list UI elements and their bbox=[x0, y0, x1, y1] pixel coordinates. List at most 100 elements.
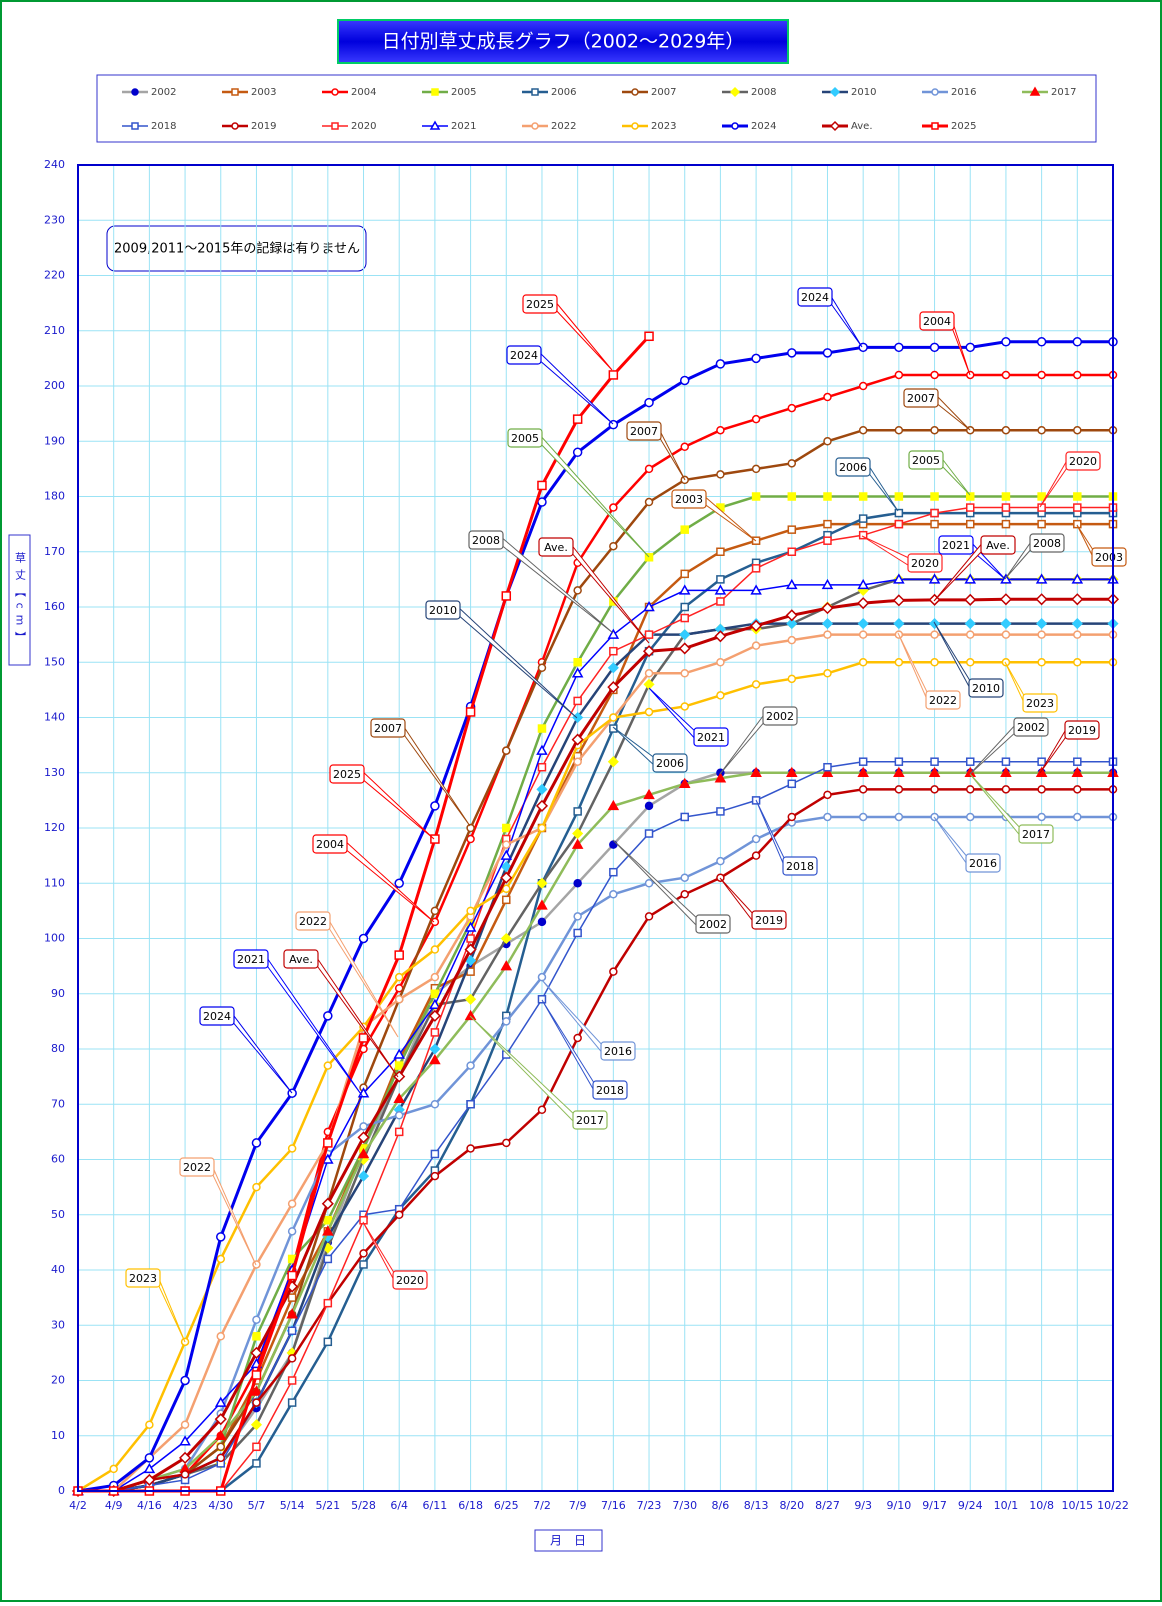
marker bbox=[751, 851, 761, 860]
marker bbox=[857, 597, 870, 610]
marker bbox=[216, 1232, 226, 1242]
legend-label: 2022 bbox=[551, 121, 576, 132]
marker bbox=[430, 989, 440, 998]
callout-label: 2007 bbox=[374, 722, 402, 735]
y-tick-label: 0 bbox=[58, 1484, 65, 1497]
marker bbox=[231, 122, 239, 130]
marker bbox=[931, 88, 939, 96]
y-tick-label: 180 bbox=[44, 490, 65, 503]
callout-box bbox=[506, 345, 542, 365]
marker bbox=[502, 884, 511, 894]
marker bbox=[858, 785, 868, 794]
marker bbox=[429, 1054, 441, 1065]
marker bbox=[823, 812, 832, 822]
marker bbox=[893, 573, 905, 584]
marker bbox=[1000, 573, 1012, 584]
marker bbox=[1035, 593, 1048, 606]
callout-box bbox=[797, 287, 833, 307]
x-tick-label: 5/21 bbox=[315, 1499, 340, 1512]
marker bbox=[714, 584, 727, 595]
marker bbox=[535, 799, 549, 812]
callout-box bbox=[1091, 547, 1127, 567]
callout-label: 2002 bbox=[1017, 721, 1045, 734]
marker bbox=[359, 1122, 368, 1131]
series-line bbox=[78, 495, 1113, 1493]
marker bbox=[680, 442, 689, 452]
marker bbox=[893, 766, 905, 777]
marker bbox=[965, 370, 975, 380]
marker bbox=[573, 1033, 582, 1043]
y-tick-label: 140 bbox=[44, 711, 65, 724]
marker bbox=[822, 348, 833, 358]
marker bbox=[930, 425, 939, 435]
y-tick-label: 160 bbox=[44, 600, 65, 613]
marker bbox=[787, 459, 797, 468]
marker bbox=[1001, 630, 1011, 639]
callout-label: 2019 bbox=[755, 914, 783, 927]
marker bbox=[892, 594, 905, 607]
marker bbox=[829, 86, 841, 98]
marker bbox=[573, 807, 582, 816]
legend-label: 2002 bbox=[151, 87, 176, 98]
marker bbox=[531, 122, 539, 130]
marker bbox=[465, 707, 476, 717]
marker bbox=[858, 425, 868, 435]
marker bbox=[1037, 519, 1046, 529]
callout-box bbox=[392, 1270, 428, 1290]
marker bbox=[680, 602, 689, 612]
y-tick-label: 50 bbox=[51, 1208, 65, 1221]
marker bbox=[643, 788, 655, 800]
y-tick-label: 90 bbox=[51, 987, 65, 1000]
marker bbox=[430, 906, 440, 916]
legend-label: 2023 bbox=[651, 121, 676, 132]
marker bbox=[573, 928, 582, 938]
legend-label: 2020 bbox=[351, 121, 376, 132]
legend-label: 2021 bbox=[451, 121, 476, 132]
marker bbox=[680, 812, 689, 822]
marker bbox=[536, 899, 548, 910]
legend-label: 2008 bbox=[751, 87, 776, 98]
marker bbox=[894, 370, 904, 380]
marker bbox=[1001, 337, 1011, 347]
x-tick-label: 7/23 bbox=[637, 1499, 662, 1512]
marker bbox=[930, 757, 939, 766]
marker bbox=[680, 873, 689, 882]
x-tick-label: 7/16 bbox=[601, 1499, 626, 1512]
marker bbox=[1073, 425, 1082, 435]
marker bbox=[857, 618, 869, 630]
marker bbox=[1001, 658, 1011, 667]
marker bbox=[250, 1385, 263, 1396]
marker bbox=[252, 1459, 261, 1468]
legend-label: 2006 bbox=[551, 87, 576, 98]
marker bbox=[607, 799, 620, 811]
marker bbox=[1036, 618, 1048, 630]
callout-label: 2024 bbox=[510, 349, 538, 362]
marker bbox=[821, 602, 834, 615]
marker bbox=[286, 1308, 298, 1319]
marker bbox=[786, 578, 798, 590]
callout-label: 2016 bbox=[969, 857, 997, 870]
callout-box bbox=[425, 600, 461, 620]
marker bbox=[572, 414, 583, 424]
callout-label: 2017 bbox=[576, 1114, 604, 1127]
marker bbox=[394, 1061, 404, 1070]
marker bbox=[216, 1254, 226, 1264]
callout-box bbox=[835, 457, 871, 477]
marker bbox=[466, 1144, 475, 1153]
x-tick-label: 8/27 bbox=[815, 1499, 840, 1512]
marker bbox=[430, 1171, 440, 1181]
y-tick-label: 120 bbox=[44, 821, 65, 834]
marker bbox=[751, 492, 761, 501]
x-tick-label: 9/24 bbox=[958, 1499, 983, 1512]
marker bbox=[216, 1442, 226, 1452]
y-tick-label: 40 bbox=[51, 1263, 65, 1276]
callout-label: 2006 bbox=[656, 757, 684, 770]
callout-box bbox=[538, 537, 574, 557]
marker bbox=[502, 1017, 511, 1026]
marker bbox=[857, 766, 869, 777]
marker bbox=[823, 669, 832, 678]
marker bbox=[359, 1260, 368, 1269]
marker bbox=[287, 1270, 297, 1281]
callout-box bbox=[980, 535, 1016, 555]
marker bbox=[644, 497, 654, 507]
